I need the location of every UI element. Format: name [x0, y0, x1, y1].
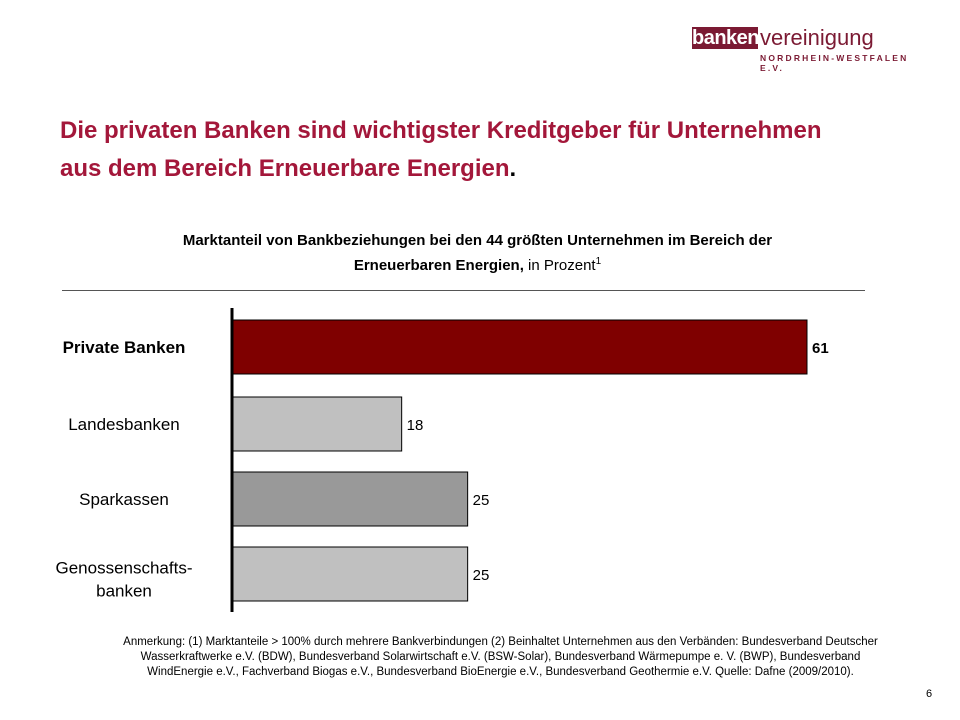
data-label-1: 18 [407, 417, 424, 434]
category-label-1: Landesbanken [68, 415, 180, 434]
title-line-2: aus dem Bereich Erneuerbare Energien. [60, 150, 920, 188]
page-number: 6 [926, 688, 933, 700]
chart-subtitle: Marktanteil von Bankbeziehungen bei den … [60, 230, 895, 276]
logo-box-text: banken [692, 27, 760, 49]
subtitle-bold-1: Marktanteil von Bankbeziehungen bei den … [182, 232, 773, 249]
footnote: Anmerkung: (1) Marktanteile > 100% durch… [68, 635, 933, 680]
subtitle-normal: in Prozent [523, 257, 596, 274]
subtitle-line-2: Erneuerbaren Energien, in Prozent1 [60, 251, 895, 276]
bar-2 [231, 471, 469, 527]
bankenvereinigung-logo: banken vereinigung NORDRHEIN-WESTFALEN E… [692, 24, 932, 74]
data-label-2: 25 [473, 492, 490, 509]
bar-3 [231, 546, 469, 602]
bar-0 [231, 319, 808, 375]
title-line-2-text: aus dem Bereich Erneuerbare Energien [60, 155, 510, 182]
page-title: Die privaten Banken sind wichtigster Kre… [60, 112, 920, 188]
category-label-3: Genossenschafts-banken [55, 559, 192, 601]
bar-chart: 61 Private Banken 18 Landesbanken 25 Sparkass… [55, 308, 829, 612]
subtitle-line-1: Marktanteil von Bankbeziehungen bei den … [60, 230, 895, 251]
footnote-line-2: Wasserkraftwerke e.V. (BDW), Bundesverba… [140, 651, 861, 663]
logo-word: vereinigung [760, 25, 874, 50]
data-label-0: 61 [812, 340, 829, 357]
footnote-line-1: Anmerkung: (1) Marktanteile > 100% durch… [123, 636, 878, 648]
divider [62, 290, 865, 291]
bar-1 [231, 396, 403, 452]
title-dot: . [509, 155, 517, 182]
logo-subtitle: NORDRHEIN-WESTFALEN E.V. [760, 53, 909, 73]
category-label-0: Private Banken [63, 338, 186, 357]
category-label-2: Sparkassen [79, 490, 169, 509]
title-line-1: Die privaten Banken sind wichtigster Kre… [60, 117, 822, 144]
footnote-line-3: WindEnergie e.V., Fachverband Biogas e.V… [147, 666, 854, 678]
subtitle-bold-2: Erneuerbaren Energien, [353, 257, 524, 274]
data-label-3: 25 [473, 567, 490, 584]
subtitle-footnote-mark: 1 [595, 256, 602, 267]
